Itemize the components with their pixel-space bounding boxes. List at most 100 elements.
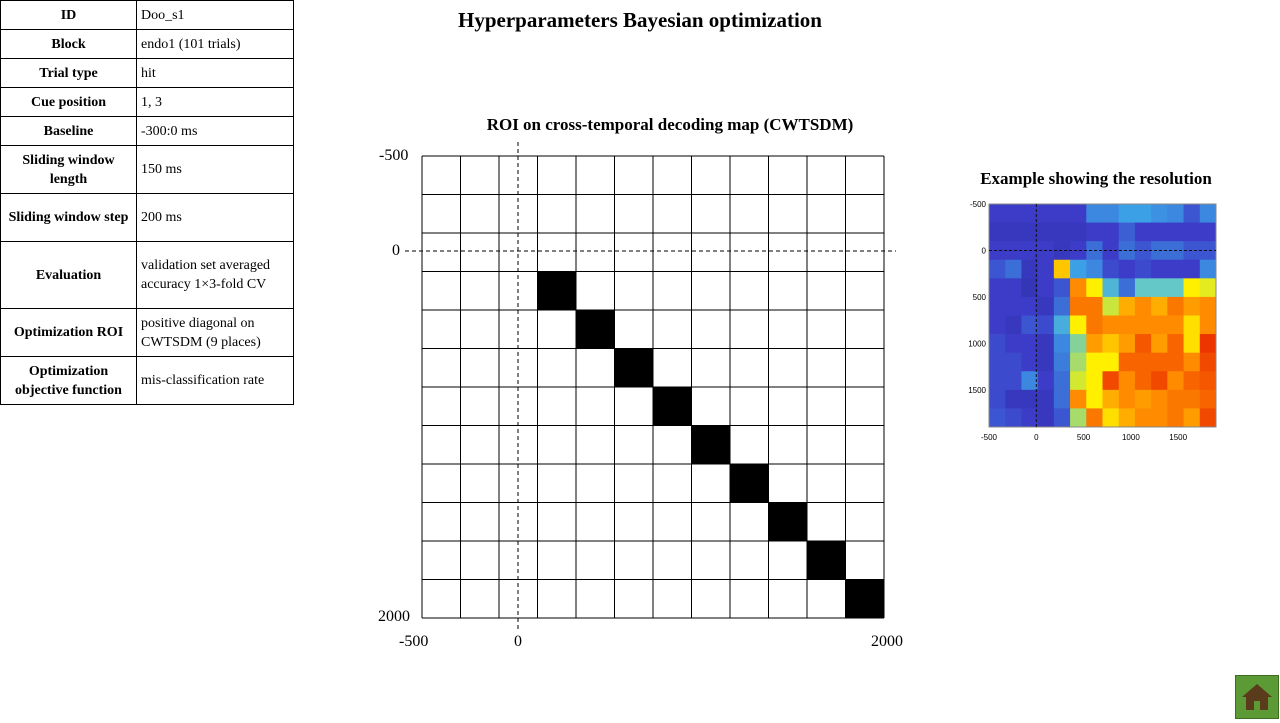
heatmap-x-tick: 1500 <box>1169 433 1187 442</box>
param-row: Trial type hit <box>0 58 294 88</box>
param-key: Sliding window length <box>0 145 137 194</box>
heatmap-cell <box>989 352 1006 372</box>
heatmap-cell <box>989 222 1006 242</box>
heatmap-cell <box>1199 334 1217 354</box>
heatmap-cell <box>1037 408 1055 428</box>
heatmap-cell <box>1070 296 1087 316</box>
heatmap-cell <box>1183 352 1201 372</box>
heatmap-cell <box>1118 389 1136 409</box>
roi-cell <box>807 541 846 580</box>
heatmap-cell <box>1102 315 1120 335</box>
param-value: validation set averaged accuracy 1×3-fol… <box>136 241 294 309</box>
heatmap-cell <box>1183 389 1201 409</box>
heatmap-cell <box>1086 371 1103 391</box>
param-row: ID Doo_s1 <box>0 0 294 30</box>
heatmap-cell <box>1167 352 1185 372</box>
heatmap-cell <box>1053 389 1071 409</box>
heatmap-cell <box>1070 315 1087 335</box>
heatmap-cell <box>1134 334 1152 354</box>
param-row: Baseline -300:0 ms <box>0 116 294 146</box>
heatmap-cell <box>1005 241 1022 261</box>
heatmap-cell <box>1021 296 1039 316</box>
heatmap-cell <box>1102 352 1120 372</box>
params-table: ID Doo_s1 Block endo1 (101 trials) Trial typ… <box>0 0 294 405</box>
heatmap-cell <box>1199 296 1217 316</box>
heatmap-cell <box>1021 315 1039 335</box>
heatmap-x-tick: -500 <box>981 433 998 442</box>
heatmap-cell <box>1053 241 1071 261</box>
heatmap-cell <box>1086 408 1103 428</box>
param-value: mis-classification rate <box>136 356 294 405</box>
heatmap-cell <box>1053 352 1071 372</box>
heatmap-cell <box>1167 315 1185 335</box>
heatmap-cell <box>1118 315 1136 335</box>
heatmap-y-tick: 1500 <box>968 386 986 395</box>
roi-y-label-top: -500 <box>379 147 409 164</box>
heatmap-cell <box>989 334 1006 354</box>
roi-x-label-right: 2000 <box>871 633 903 650</box>
heatmap-cell <box>1167 389 1185 409</box>
heatmap-cell <box>1183 222 1201 242</box>
heatmap-cell <box>1005 408 1022 428</box>
heatmap-cell <box>1199 315 1217 335</box>
heatmap-cell <box>1053 315 1071 335</box>
heatmap-cell <box>1118 259 1136 279</box>
heatmap-cell <box>1070 222 1087 242</box>
param-key: Evaluation <box>0 241 137 309</box>
heatmap-cell <box>1167 408 1185 428</box>
heatmap-cell <box>1199 352 1217 372</box>
heatmap-cell <box>1037 315 1055 335</box>
heatmap-cell <box>1086 352 1103 372</box>
heatmap-cell <box>1021 278 1039 298</box>
heatmap-cell <box>1199 259 1217 279</box>
heatmap-cell <box>1167 259 1185 279</box>
heatmap-cell <box>1070 278 1087 298</box>
heatmap-cell <box>1118 371 1136 391</box>
heatmap-cell <box>1005 278 1022 298</box>
heatmap-cell <box>1021 334 1039 354</box>
roi-cell <box>576 310 615 349</box>
heatmap-cell <box>989 259 1006 279</box>
heatmap-cell <box>1183 408 1201 428</box>
heatmap-cell <box>1021 352 1039 372</box>
heatmap-cell <box>1005 222 1022 242</box>
heatmap-cell <box>1005 315 1022 335</box>
heatmap-cell <box>1102 334 1120 354</box>
heatmap-cell <box>1102 389 1120 409</box>
heatmap-y-tick: 0 <box>982 246 987 255</box>
heatmap-cell <box>1167 371 1185 391</box>
heatmap-x-tick: 0 <box>1034 433 1039 442</box>
param-key: Baseline <box>0 116 137 146</box>
heatmap-cell <box>1183 278 1201 298</box>
roi-cell <box>614 348 653 387</box>
heatmap-cell <box>1037 278 1055 298</box>
param-key: Sliding window step <box>0 193 137 242</box>
param-value: hit <box>136 58 294 88</box>
slide-title: Hyperparameters Bayesian optimization <box>458 8 822 32</box>
heatmap-cell <box>1118 352 1136 372</box>
heatmap-cell <box>1102 204 1120 224</box>
heatmap-y-tick: 1000 <box>968 339 986 348</box>
param-row: Cue position 1, 3 <box>0 87 294 117</box>
heatmap-cell <box>1021 259 1039 279</box>
heatmap-y-tick: 500 <box>973 293 987 302</box>
heatmap-cell <box>1167 296 1185 316</box>
heatmap-cell <box>1102 371 1120 391</box>
heatmap-cell <box>989 389 1006 409</box>
param-value: -300:0 ms <box>136 116 294 146</box>
heatmap-cell <box>1167 334 1185 354</box>
heatmap-cell <box>1199 222 1217 242</box>
roi-cell <box>768 502 807 541</box>
home-button[interactable] <box>1235 675 1279 719</box>
heatmap-cell <box>1070 259 1087 279</box>
heatmap-cell <box>1053 408 1071 428</box>
heatmap-cell <box>1053 278 1071 298</box>
heatmap-cell <box>1183 371 1201 391</box>
roi-cell <box>691 425 730 464</box>
heatmap-cell <box>1151 352 1168 372</box>
resolution-example-heatmap: -500 0 500 1000 1500 -500 0 500 1000 1500 <box>968 200 1217 442</box>
heatmap-cell <box>1151 315 1168 335</box>
heatmap-cell <box>1167 278 1185 298</box>
heatmap-cell <box>1053 259 1071 279</box>
